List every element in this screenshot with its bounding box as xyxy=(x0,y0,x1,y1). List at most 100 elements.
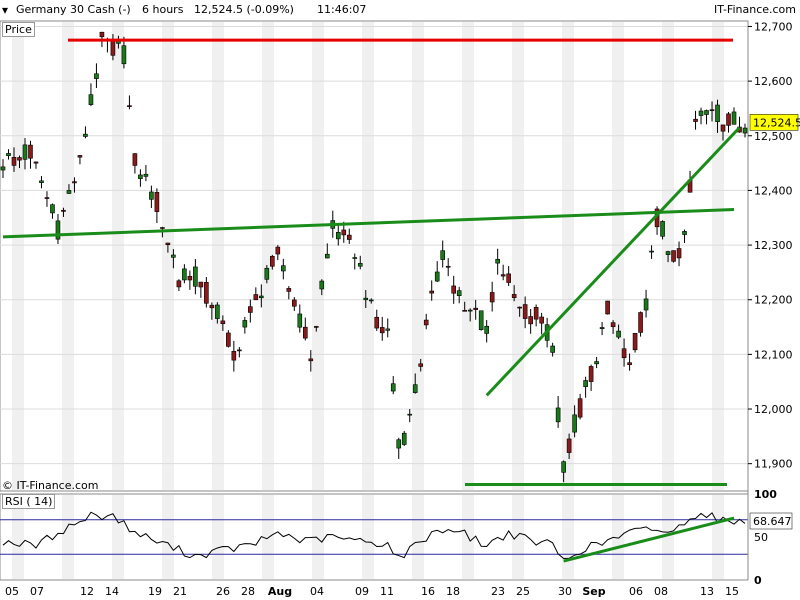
candle-up xyxy=(561,461,566,473)
x-tick-label: 30 xyxy=(558,585,572,598)
rsi-line xyxy=(2,511,746,559)
candlestick-series xyxy=(0,31,748,483)
candle-down xyxy=(621,348,627,359)
candle-up xyxy=(352,257,358,259)
candle-down xyxy=(253,294,259,301)
candle-up xyxy=(88,94,94,105)
rsi-column-band xyxy=(612,495,624,579)
candle-down xyxy=(302,326,308,339)
x-tick-label: 15 xyxy=(725,585,739,598)
x-tick-label: 16 xyxy=(421,585,435,598)
candle-down xyxy=(511,294,517,298)
candle-down xyxy=(61,209,66,212)
x-tick-label: Aug xyxy=(268,585,292,598)
candle-down xyxy=(500,274,506,277)
candle-down xyxy=(270,256,275,267)
candle-down xyxy=(231,351,237,361)
candle-up xyxy=(357,263,363,267)
candle-down xyxy=(429,290,435,294)
price-column-band xyxy=(362,22,374,490)
candle-up xyxy=(182,268,187,281)
candle-down xyxy=(132,153,138,166)
candle-up xyxy=(319,280,325,290)
candle-down xyxy=(506,273,511,283)
candle-down xyxy=(676,248,682,259)
candle-down xyxy=(198,281,204,288)
candle-down xyxy=(160,227,165,229)
candle-up xyxy=(731,111,737,125)
candle-up xyxy=(143,173,149,177)
candle-up xyxy=(572,414,577,433)
candle-up xyxy=(259,295,264,299)
rsi-panel-label: RSI ( 14) xyxy=(2,494,56,509)
rsi-column-band xyxy=(712,495,724,579)
price-column-band xyxy=(62,22,74,490)
rsi-column-band xyxy=(162,495,174,579)
candle-down xyxy=(533,307,539,320)
chart-header: ▾ Germany 30 Cash (-) 6 hours 12,524.5 (… xyxy=(0,0,800,20)
candle-up xyxy=(242,320,248,328)
candle-down xyxy=(638,312,643,333)
candle-down xyxy=(489,292,495,303)
candle-down xyxy=(445,265,451,268)
candle-up xyxy=(94,73,99,79)
price-tick-label: 12,000 xyxy=(754,403,793,416)
x-tick-label: 13 xyxy=(700,585,714,598)
candle-down xyxy=(462,310,467,312)
price-tick-label: 11,900 xyxy=(754,458,793,471)
rsi-column-band xyxy=(512,495,524,579)
candle-up xyxy=(121,45,127,65)
candle-up xyxy=(363,297,369,301)
clock-time: 11:46:07 xyxy=(317,3,367,16)
rsi-tick-label: 0 xyxy=(754,574,762,587)
candle-up xyxy=(643,298,649,311)
candle-down xyxy=(709,109,715,111)
candle-up xyxy=(281,265,286,272)
candle-down xyxy=(286,288,292,292)
candle-down xyxy=(423,319,429,326)
candle-down xyxy=(44,197,50,199)
candle-down xyxy=(165,242,171,246)
price-tick-label: 12,500 xyxy=(754,130,793,143)
candle-up xyxy=(390,383,396,392)
candle-up xyxy=(704,110,709,115)
candle-up xyxy=(66,190,72,194)
candle-down xyxy=(154,192,160,212)
candle-down xyxy=(528,316,533,325)
x-tick-label: 12 xyxy=(80,585,94,598)
rsi-trend-line xyxy=(563,516,735,563)
x-tick-label: Sep xyxy=(582,585,605,598)
x-tick-label: 08 xyxy=(654,585,668,598)
candle-down xyxy=(308,358,314,362)
rising-trend-line xyxy=(485,126,741,397)
x-tick-label: 23 xyxy=(491,585,505,598)
candle-down xyxy=(605,300,610,315)
candle-up xyxy=(215,304,220,319)
candle-up xyxy=(649,250,654,253)
candle-up xyxy=(297,313,303,328)
candle-down xyxy=(313,326,319,328)
x-tick-label: 06 xyxy=(629,585,643,598)
candle-down xyxy=(33,161,39,164)
candle-down xyxy=(379,327,385,334)
candle-up xyxy=(407,413,413,416)
candle-down xyxy=(99,31,105,38)
candle-down xyxy=(209,304,215,309)
price-column-band xyxy=(212,22,224,490)
candle-up xyxy=(138,174,143,179)
candle-up xyxy=(39,180,44,183)
candle-down xyxy=(346,234,352,240)
candle-down xyxy=(517,306,522,309)
copyright-text: © IT-Finance.com xyxy=(2,479,99,492)
candle-down xyxy=(539,316,544,324)
candle-up xyxy=(467,309,473,312)
rsi-column-band xyxy=(562,495,574,579)
caret-icon[interactable]: ▾ xyxy=(2,3,9,17)
candle-down xyxy=(577,398,583,418)
candle-up xyxy=(0,166,6,171)
instrument-name: Germany 30 Cash (-) xyxy=(16,3,131,16)
x-tick-label: 21 xyxy=(173,585,187,598)
candle-down xyxy=(671,250,676,262)
candle-down xyxy=(374,316,380,329)
